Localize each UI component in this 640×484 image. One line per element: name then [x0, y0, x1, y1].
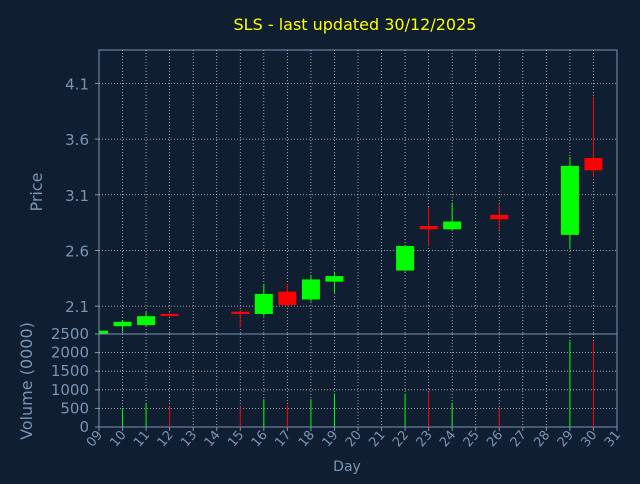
- x-tick-label: 20: [343, 428, 365, 450]
- volume-tick-label: 2500: [51, 325, 89, 343]
- candle-body: [443, 221, 462, 230]
- candle-body: [231, 311, 250, 314]
- volume-tick-label: 1500: [51, 362, 89, 380]
- x-tick-label: 17: [272, 428, 294, 450]
- candle-body: [160, 313, 179, 316]
- candle-body: [301, 279, 320, 300]
- x-tick-label: 22: [390, 428, 412, 450]
- x-tick-label: 29: [555, 428, 577, 450]
- x-tick-label: 12: [155, 428, 177, 450]
- candle-body: [137, 316, 156, 326]
- price-tick-label: 4.1: [65, 75, 89, 93]
- candles: [99, 96, 603, 334]
- x-tick-label: 14: [202, 428, 224, 450]
- chart-title: SLS - last updated 30/12/2025: [234, 15, 477, 34]
- candle-body: [584, 158, 603, 171]
- price-tick-label: 3.6: [65, 131, 89, 149]
- x-tick-label: 24: [437, 428, 459, 450]
- x-tick-label: 31: [602, 428, 624, 450]
- x-tick-label: 16: [249, 428, 271, 450]
- x-tick-label: 18: [296, 428, 318, 450]
- candle-body: [396, 246, 415, 271]
- x-tick-label: 27: [508, 428, 530, 450]
- candle-body: [325, 276, 344, 282]
- candle-body: [254, 293, 273, 314]
- x-tick-label: 23: [414, 428, 436, 450]
- volume-plot-frame: [98, 333, 618, 428]
- x-tick-label: 10: [107, 428, 129, 450]
- x-tick-label: 15: [225, 428, 247, 450]
- x-axis-label: Day: [333, 459, 361, 475]
- x-axis-ticks: 09 10 11 12 13 14 15 16 17 18 19 20 21 22 23 24 25 26 27 28…: [84, 427, 624, 450]
- price-panel: 2.1 2.6 3.1 3.6 4.1: [65, 49, 618, 335]
- x-tick-label: 30: [578, 428, 600, 450]
- price-tick-label: 2.1: [65, 298, 89, 316]
- x-tick-label: 19: [319, 428, 341, 450]
- volume-tick-label: 2000: [51, 344, 89, 362]
- volume-bars: [122, 341, 594, 427]
- candle-body: [560, 165, 579, 235]
- volume-tick-label: 1000: [51, 381, 89, 399]
- x-tick-label: 28: [531, 428, 553, 450]
- candle-body: [278, 291, 297, 306]
- x-tick-label: 11: [131, 428, 153, 450]
- volume-tick-label: 0: [79, 418, 89, 436]
- x-tick-label: 21: [366, 428, 388, 450]
- candle-body: [490, 214, 509, 220]
- candle-body: [99, 330, 108, 334]
- x-tick-label: 26: [484, 428, 506, 450]
- volume-tick-label: 500: [60, 399, 89, 417]
- candle-body: [113, 321, 132, 327]
- volume-axis-label: Volume (0000): [17, 322, 36, 440]
- x-tick-label: 25: [461, 428, 483, 450]
- price-tick-label: 2.6: [65, 242, 89, 260]
- candle-body: [419, 225, 438, 230]
- price-tick-label: 3.1: [65, 187, 89, 205]
- x-tick-label: 13: [178, 428, 200, 450]
- price-axis-label: Price: [27, 172, 46, 211]
